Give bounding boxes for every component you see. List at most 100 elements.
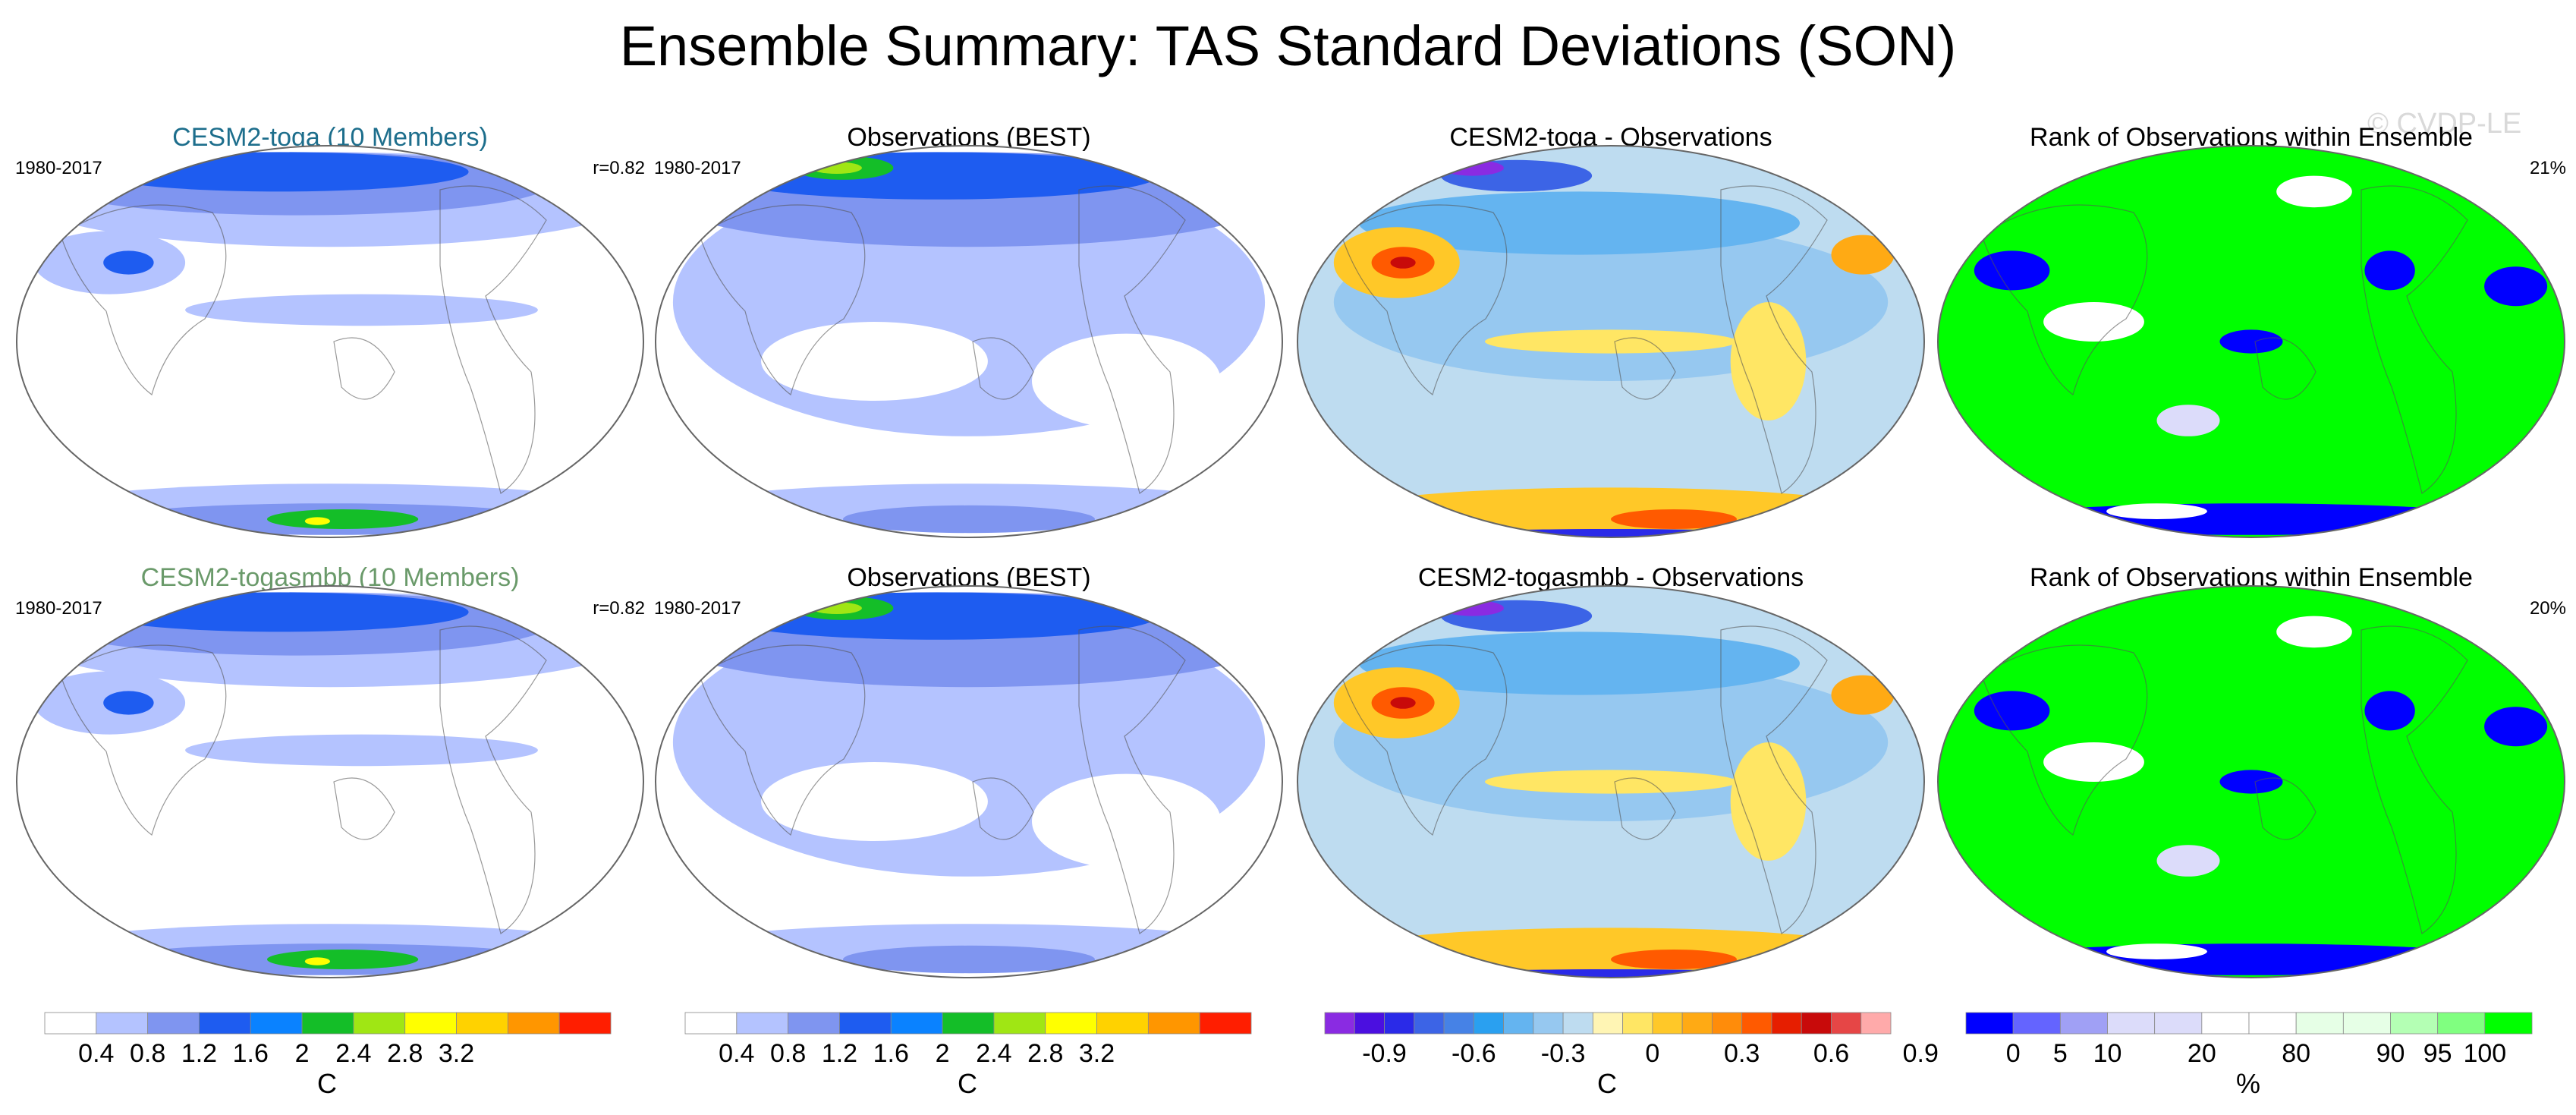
colorbar-swatch: [301, 1012, 354, 1035]
colorbar-swatch: [199, 1012, 251, 1035]
colorbar-swatch: [1503, 1012, 1534, 1035]
colorbar-swatch: [2201, 1012, 2250, 1035]
colorbar-swatch: [736, 1012, 789, 1035]
colorbar-swatch: [1473, 1012, 1504, 1035]
colorbar-swatch: [1414, 1012, 1445, 1035]
colorbar-tick-label: 0: [1645, 1039, 1660, 1068]
colorbar-swatch: [2390, 1012, 2439, 1035]
colorbar-swatch: [353, 1012, 406, 1035]
colorbar-tick-label: 0: [2005, 1039, 2021, 1068]
colorbar-tick-label: 3.2: [438, 1039, 475, 1068]
colorbar-swatch: [2248, 1012, 2297, 1035]
colorbar-tick-label: 1.2: [181, 1039, 218, 1068]
colorbar-swatch: [1533, 1012, 1564, 1035]
map-rank: [1937, 585, 2565, 978]
stat-label: r=0.82: [593, 158, 645, 178]
colorbar-swatch: [1147, 1012, 1200, 1035]
colorbar-tick-label: -0.6: [1452, 1039, 1496, 1068]
stat-label: 21%: [2529, 158, 2566, 178]
colorbar-swatch: [2107, 1012, 2156, 1035]
map-obs-std: [655, 585, 1283, 978]
colorbar-swatch: [684, 1012, 738, 1035]
colorbar-swatch: [558, 1012, 612, 1035]
colorbar-swatch: [1562, 1012, 1593, 1035]
colorbar-tick-label: -0.9: [1362, 1039, 1407, 1068]
colorbar: [44, 1012, 612, 1035]
period-label: 1980-2017: [654, 598, 741, 619]
colorbar-tick-label: 3.2: [1078, 1039, 1115, 1068]
colorbar-swatch: [1712, 1012, 1743, 1035]
colorbar-unit: C: [958, 1068, 977, 1099]
colorbar-swatch: [404, 1012, 457, 1035]
colorbar-tick-label: 0.3: [1724, 1039, 1760, 1068]
figure-title: Ensemble Summary: TAS Standard Deviation…: [619, 14, 1957, 77]
colorbar-tick-label: 2.8: [1027, 1039, 1064, 1068]
colorbar-swatch: [2059, 1012, 2108, 1035]
colorbar-unit: C: [1597, 1068, 1617, 1099]
colorbar-swatch: [942, 1012, 995, 1035]
stat-label: r=0.82: [593, 598, 645, 619]
map-difference: [1297, 145, 1925, 538]
colorbar-tick-label: 0.4: [719, 1039, 755, 1068]
colorbar-tick-label: 0.4: [78, 1039, 115, 1068]
colorbar-swatch: [1771, 1012, 1802, 1035]
colorbar-swatch: [2012, 1012, 2061, 1035]
colorbar-swatch: [147, 1012, 200, 1035]
colorbar-tick-label: 95: [2423, 1039, 2452, 1068]
colorbar-swatch: [2437, 1012, 2486, 1035]
colorbar-tick-label: 2.8: [387, 1039, 423, 1068]
map-rank: [1937, 145, 2565, 538]
colorbar-tick-label: 0.6: [1813, 1039, 1850, 1068]
colorbar-swatch: [1831, 1012, 1862, 1035]
colorbar-swatch: [1965, 1012, 2014, 1035]
colorbar-swatch: [1045, 1012, 1097, 1035]
colorbar-swatch: [2484, 1012, 2533, 1035]
colorbar-tick-label: 1.2: [821, 1039, 858, 1068]
colorbar-swatch: [250, 1012, 303, 1035]
stat-label: 20%: [2529, 598, 2566, 619]
colorbar-tick-label: 100: [2463, 1039, 2507, 1068]
colorbar-swatch: [1860, 1012, 1892, 1035]
colorbar-swatch: [1652, 1012, 1683, 1035]
colorbar-swatch: [890, 1012, 943, 1035]
colorbar-tick-label: 80: [2282, 1039, 2311, 1068]
colorbar-tick-label: 2: [294, 1039, 310, 1068]
colorbar-swatch: [1354, 1012, 1385, 1035]
colorbar-swatch: [1443, 1012, 1474, 1035]
period-label: 1980-2017: [15, 598, 102, 619]
colorbar-swatch: [456, 1012, 508, 1035]
colorbar-swatch: [1622, 1012, 1653, 1035]
colorbar-swatch: [839, 1012, 892, 1035]
colorbar-swatch: [1096, 1012, 1149, 1035]
colorbar-swatch: [2342, 1012, 2391, 1035]
colorbar-tick-label: 2: [935, 1039, 950, 1068]
colorbar-swatch: [788, 1012, 840, 1035]
colorbar-swatch: [44, 1012, 97, 1035]
colorbar-swatch: [1801, 1012, 1832, 1035]
colorbar: [1965, 1012, 2533, 1035]
map-difference: [1297, 585, 1925, 978]
colorbar-swatch: [993, 1012, 1046, 1035]
colorbar-tick-label: 5: [2052, 1039, 2068, 1068]
map-model-std: [16, 585, 644, 978]
map-model-std: [16, 145, 644, 538]
colorbar: [1324, 1012, 1892, 1035]
colorbar-tick-label: 0.9: [1902, 1039, 1939, 1068]
colorbar-unit: %: [2235, 1068, 2261, 1099]
watermark: © CVDP-LE: [2367, 108, 2522, 140]
colorbar-swatch: [2295, 1012, 2344, 1035]
colorbar-swatch: [1199, 1012, 1252, 1035]
colorbar-tick-label: -0.3: [1540, 1039, 1586, 1068]
colorbar-unit: C: [317, 1068, 337, 1099]
colorbar-swatch: [2154, 1012, 2203, 1035]
colorbar-tick-label: 0.8: [769, 1039, 807, 1068]
colorbar-tick-label: 20: [2187, 1039, 2216, 1068]
colorbar-swatch: [1741, 1012, 1772, 1035]
period-label: 1980-2017: [15, 158, 102, 178]
colorbar-tick-label: 2.4: [976, 1039, 1012, 1068]
colorbar-swatch: [1592, 1012, 1624, 1035]
colorbar-swatch: [96, 1012, 149, 1035]
period-label: 1980-2017: [654, 158, 741, 178]
colorbar-tick-label: 1.6: [232, 1039, 269, 1068]
colorbar-tick-label: 1.6: [873, 1039, 909, 1068]
